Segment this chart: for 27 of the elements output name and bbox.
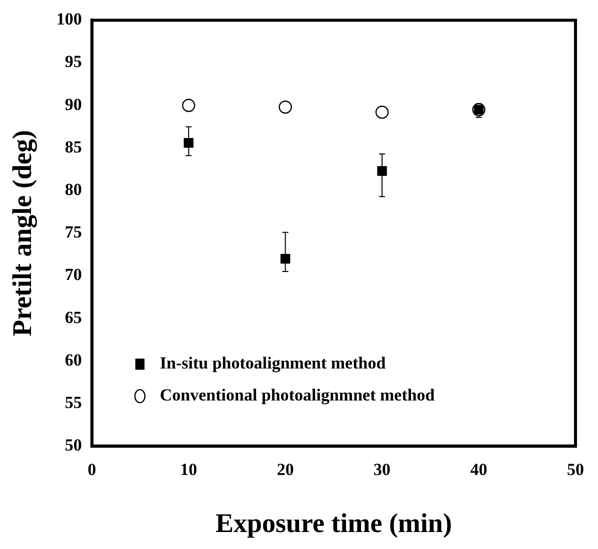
y-tick-label: 70 bbox=[64, 265, 82, 284]
y-tick-label: 80 bbox=[64, 180, 82, 199]
x-tick-label: 30 bbox=[374, 460, 391, 479]
x-axis-title: Exposure time (min) bbox=[215, 508, 452, 538]
legend-label: Conventional photoalignmnet method bbox=[160, 386, 436, 405]
x-tick-label: 10 bbox=[180, 460, 198, 479]
point bbox=[184, 138, 194, 148]
point bbox=[375, 106, 389, 119]
y-axis-title: Pretilt angle (deg) bbox=[7, 130, 38, 336]
y-tick-label: 60 bbox=[64, 350, 82, 370]
x-tick-label: 40 bbox=[470, 460, 488, 479]
x-tick-label: 50 bbox=[567, 460, 584, 479]
y-tick-label: 95 bbox=[64, 52, 82, 72]
legend-label: In-situ photoalignment method bbox=[160, 354, 386, 373]
y-tick-label: 65 bbox=[64, 308, 82, 327]
y-tick-label: 50 bbox=[64, 436, 82, 455]
point bbox=[278, 100, 292, 114]
y-tick-label: 75 bbox=[64, 222, 82, 242]
x-tick-label: 0 bbox=[88, 460, 96, 479]
y-tick-label: 85 bbox=[64, 137, 82, 156]
y-tick-label: 100 bbox=[56, 10, 82, 29]
point bbox=[280, 254, 290, 264]
y-tick-label: 90 bbox=[64, 94, 82, 114]
point bbox=[182, 98, 196, 112]
y-tick-label: 55 bbox=[64, 392, 82, 412]
point bbox=[377, 166, 387, 176]
x-tick-label: 20 bbox=[276, 460, 294, 479]
